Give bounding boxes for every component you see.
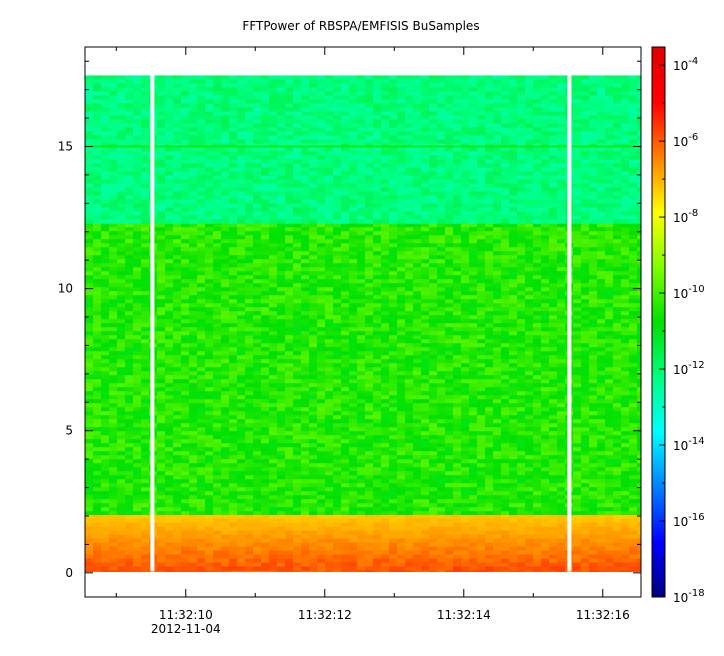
spectrogram-image bbox=[85, 75, 641, 572]
x-tick-sublabel: 2012-11-04 bbox=[151, 622, 221, 636]
spectrogram-band bbox=[85, 75, 641, 224]
colorbar-fill bbox=[652, 47, 665, 597]
data-gap bbox=[567, 75, 572, 572]
chart-title: FFTPower of RBSPA/EMFISIS BuSamples bbox=[242, 19, 479, 33]
colorbar-frame bbox=[651, 46, 666, 598]
y-tick-label: 5 bbox=[65, 424, 73, 438]
colorbar-tick-label: 10-14 bbox=[673, 436, 705, 453]
colorbar-axis: 10-4 10-6 10-8 10-10 10-12 10-14 10-16 10-18 bbox=[659, 56, 705, 605]
y-axis: 0 5 10 15 bbox=[58, 60, 641, 580]
colorbar-tick-label: 10-4 bbox=[673, 56, 698, 73]
x-tick-label: 11:32:12 bbox=[298, 608, 352, 622]
colorbar-tick-label: 10-6 bbox=[673, 132, 698, 149]
colorbar-tick-label: 10-10 bbox=[673, 284, 705, 301]
plot-frame bbox=[84, 46, 642, 598]
data-gap bbox=[150, 75, 155, 572]
colorbar-tick-label: 10-8 bbox=[673, 208, 698, 225]
x-tick-label: 11:32:14 bbox=[437, 608, 491, 622]
spectrogram-band bbox=[85, 514, 641, 572]
y-tick-label: 10 bbox=[58, 282, 73, 296]
spectrogram-band bbox=[85, 223, 641, 516]
colorbar-tick-label: 10-18 bbox=[673, 588, 705, 605]
line-feature bbox=[85, 145, 641, 148]
x-tick-label: 11:32:10 bbox=[159, 608, 213, 622]
x-tick-label: 11:32:16 bbox=[576, 608, 630, 622]
y-tick-label: 0 bbox=[65, 566, 73, 580]
colorbar: 10-4 10-6 10-8 10-10 10-12 10-14 10-16 10-18 bbox=[651, 46, 705, 605]
colorbar-tick-label: 10-16 bbox=[673, 512, 705, 529]
colorbar-tick-label: 10-12 bbox=[673, 360, 705, 377]
y-tick-label: 15 bbox=[58, 139, 73, 153]
